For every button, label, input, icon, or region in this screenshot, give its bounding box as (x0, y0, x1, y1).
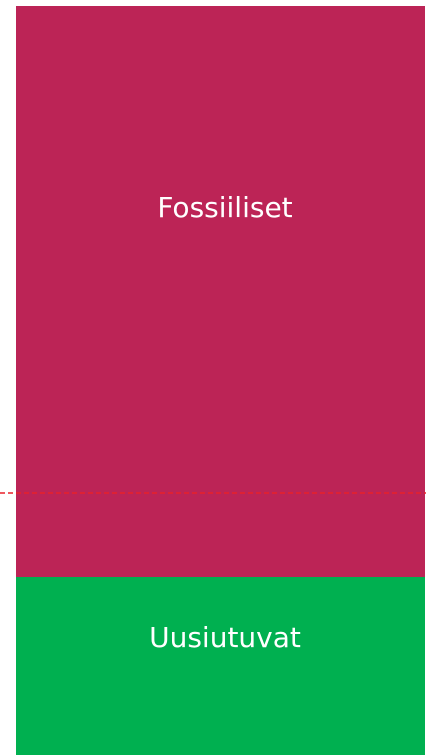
segment-label-fossiiliset: Fossiiliset (157, 191, 292, 224)
segment-label-uusiutuvat: Uusiutuvat (149, 621, 301, 654)
bar-segment-uusiutuvat (16, 577, 425, 755)
bar-segment-fossiiliset (16, 6, 425, 577)
